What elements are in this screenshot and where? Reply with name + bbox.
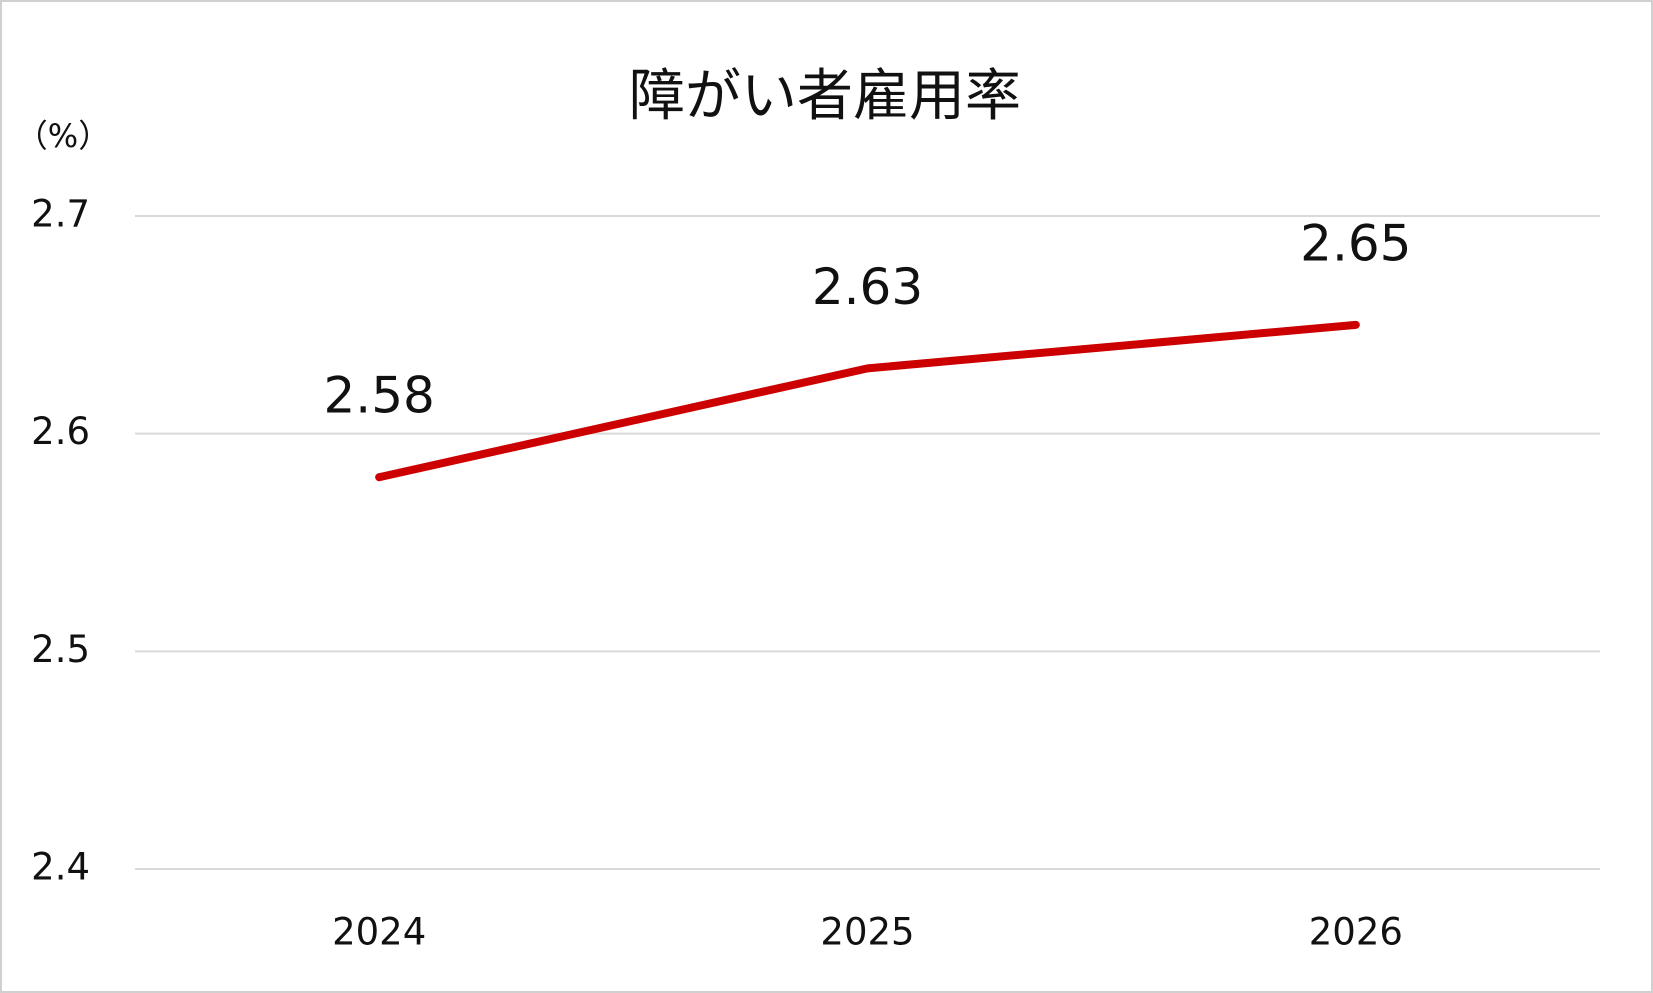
chart-title: 障がい者雇用率 xyxy=(629,64,1021,129)
x-tick-label: 2024 xyxy=(332,911,426,954)
y-tick-label: 2.5 xyxy=(31,628,90,671)
y-tick-label: 2.7 xyxy=(31,193,90,236)
y-axis-label: （%） xyxy=(16,117,110,155)
x-tick-label: 2025 xyxy=(820,911,914,954)
line xyxy=(375,320,1360,482)
x-tick-label: 2026 xyxy=(1309,911,1403,954)
data-label: 2.65 xyxy=(1300,214,1411,272)
data-label: 2.63 xyxy=(812,258,923,316)
data-label: 2.58 xyxy=(324,367,435,425)
y-tick-label: 2.6 xyxy=(31,410,90,453)
y-tick-label: 2.4 xyxy=(31,846,90,889)
